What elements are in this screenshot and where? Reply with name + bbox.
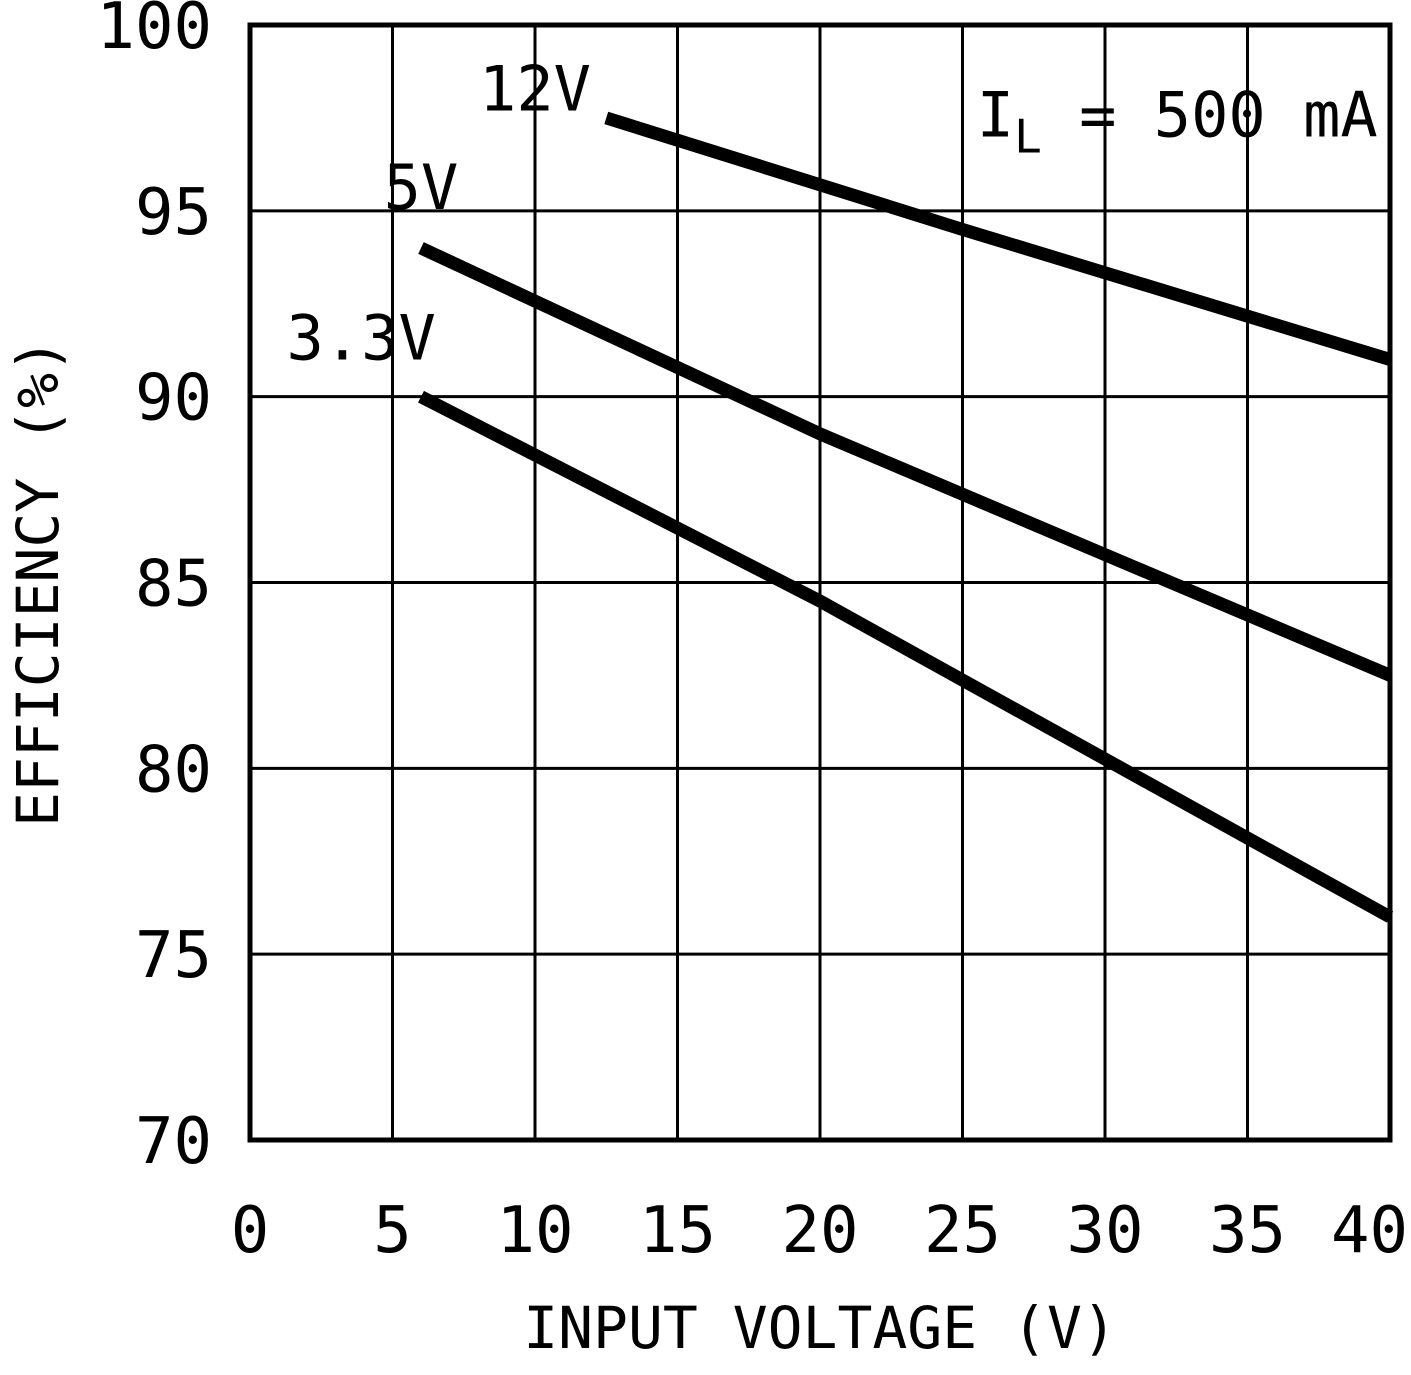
y-axis-title: EFFICIENCY (%)	[4, 338, 72, 827]
series-line-12V	[604, 111, 1392, 366]
y-tick-label: 90	[135, 362, 212, 436]
y-tick-label: 80	[135, 733, 212, 807]
x-tick-label: 15	[639, 1194, 716, 1268]
series-line-3.3V	[418, 390, 1394, 923]
x-tick-label: 0	[231, 1194, 270, 1268]
annotation-symbol: I	[977, 79, 1014, 152]
grid	[250, 25, 1390, 1140]
x-tick-label: 30	[1066, 1194, 1143, 1268]
x-tick-label: 35	[1209, 1194, 1286, 1268]
x-tick-label: 25	[924, 1194, 1001, 1268]
y-axis-tick-labels: 70 75 80 85 90 95 100	[96, 0, 212, 1179]
y-tick-label: 95	[135, 176, 212, 250]
x-tick-label: 40	[1331, 1194, 1408, 1268]
y-tick-label: 100	[96, 0, 212, 64]
x-tick-label: 5	[373, 1194, 412, 1268]
x-tick-label: 10	[496, 1194, 573, 1268]
x-tick-label: 20	[781, 1194, 858, 1268]
annotation-subscript: L	[1014, 110, 1042, 164]
x-axis-title: INPUT VOLTAGE (V)	[523, 1294, 1117, 1362]
y-tick-label: 70	[135, 1105, 212, 1179]
annotation-text: = 500 mA	[1042, 79, 1378, 152]
plot-border	[247, 22, 1393, 1143]
series-label-3.3V: 3.3V	[286, 302, 435, 375]
series-label-12V: 12V	[479, 52, 591, 125]
annotation-load-current: IL = 500 mA	[977, 79, 1378, 164]
x-axis-tick-labels: 0 5 10 15 20 25 30 35 40	[231, 1194, 1408, 1268]
y-tick-label: 75	[135, 919, 212, 993]
series-line-5V	[418, 242, 1393, 682]
y-tick-label: 85	[135, 548, 212, 622]
series-label-5V: 5V	[384, 151, 459, 224]
